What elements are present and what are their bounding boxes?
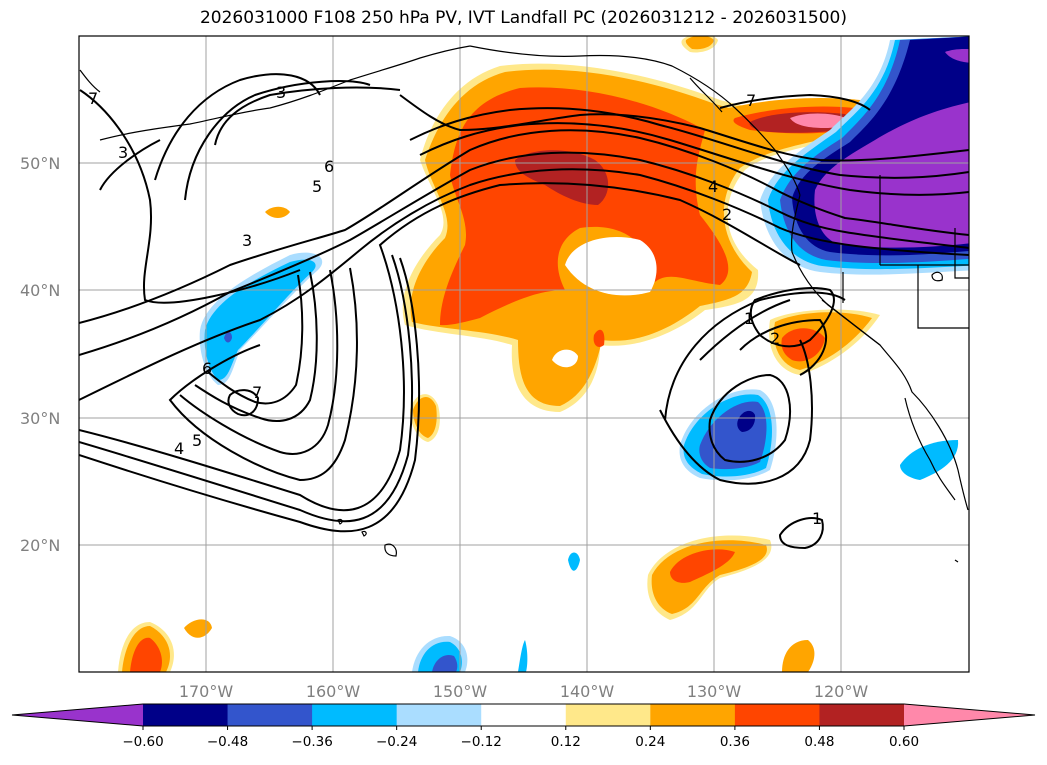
contour-label: 7 — [88, 89, 98, 108]
shade-neg-sliver — [518, 640, 528, 672]
shade-neg-baja — [900, 440, 959, 480]
contour-label: 6 — [324, 157, 334, 176]
lon-tick-label: 150°W — [433, 682, 488, 701]
shade-pos-bottom-right — [782, 640, 815, 672]
colorbar-tick-label: −0.60 — [122, 734, 163, 750]
shade-top-orange-in — [685, 36, 714, 50]
colorbar-tick-label: 0.60 — [889, 734, 919, 750]
shade-small-red-pt — [593, 329, 605, 347]
lat-axis: 50°N 40°N 30°N 20°N — [20, 154, 60, 555]
colorbar-extend-min — [12, 704, 143, 726]
shade-negative-top-purple — [945, 49, 969, 63]
contour-label: 2 — [722, 205, 732, 224]
shade-positive-coast-pink — [790, 113, 846, 128]
colorbar-tick-label: −0.36 — [291, 734, 332, 750]
lon-tick-label: 160°W — [306, 682, 361, 701]
contour-label: 6 — [202, 359, 212, 378]
colorbar-segment — [227, 704, 313, 726]
shade-pos-sw2 — [184, 619, 212, 638]
contour-label: 2 — [770, 329, 780, 348]
shade-pos-sw-red — [130, 637, 162, 672]
contour-label: 7 — [252, 383, 262, 402]
colorbar-segment — [819, 704, 905, 726]
colorbar-segment — [565, 704, 651, 726]
shade-neg-30n-navy — [737, 410, 756, 432]
colorbar-tick-label: 0.24 — [635, 734, 665, 750]
colorbar-ticks: −0.60 −0.48 −0.36 −0.24 −0.12 0.12 0.24 0.36 0.4… — [122, 726, 919, 750]
lat-tick-label: 50°N — [20, 154, 60, 173]
colorbar-tick-label: 0.48 — [804, 734, 834, 750]
colorbar-tick-label: −0.12 — [461, 734, 502, 750]
colorbar-extend-max — [904, 704, 1035, 726]
shade-hole-center — [565, 237, 657, 296]
contour-label: 7 — [746, 91, 756, 110]
contour-label: 5 — [192, 431, 202, 450]
grid-lines — [79, 36, 969, 672]
contour-label: 5 — [312, 177, 322, 196]
shade-neg-bottom-blue — [432, 654, 458, 672]
chart-title: 2026031000 F108 250 hPa PV, IVT Landfall… — [199, 8, 847, 28]
lat-tick-label: 40°N — [20, 281, 60, 300]
contour-labels: 7 3 6 5 3 6 7 4 5 4 2 7 1 2 1 3 — [88, 83, 822, 528]
shade-negative-na-purple — [814, 102, 969, 248]
pv-contours — [79, 73, 969, 550]
shade-pos-small-west — [265, 206, 290, 218]
lat-tick-label: 20°N — [20, 536, 60, 555]
shade-pos-18n-orange — [651, 540, 767, 614]
lon-tick-label: 120°W — [814, 682, 869, 701]
colorbar-segment — [734, 704, 820, 726]
contour-label: 4 — [708, 177, 718, 196]
contour-label: 4 — [174, 439, 184, 458]
contour-label: 1 — [744, 309, 754, 328]
plot-frame — [78, 35, 970, 673]
colorbar-segment — [650, 704, 736, 726]
shade-neg-west-blue — [224, 332, 232, 343]
colorbar-segment — [312, 704, 398, 726]
lon-tick-label: 140°W — [560, 682, 615, 701]
contour-label: 1 — [812, 509, 822, 528]
lon-tick-label: 130°W — [687, 682, 742, 701]
colorbar — [11, 703, 1036, 727]
contour-label: 3 — [242, 231, 252, 250]
lon-axis: 170°W 160°W 150°W 140°W 130°W 120°W — [179, 682, 869, 701]
colorbar-segment — [143, 704, 229, 726]
shade-hole-small — [552, 349, 578, 368]
colorbar-segment — [396, 704, 482, 726]
shade-positive-pacific-darkred — [515, 150, 609, 205]
shade-neg-tiny — [568, 552, 580, 571]
contour-label: 3 — [276, 83, 286, 102]
ivt-shading — [118, 36, 969, 672]
contour-label: 3 — [118, 143, 128, 162]
colorbar-tick-label: 0.12 — [551, 734, 581, 750]
colorbar-tick-label: −0.24 — [376, 734, 417, 750]
shade-pos-18n-red — [670, 549, 735, 583]
lat-tick-label: 30°N — [20, 409, 60, 428]
colorbar-segment — [481, 704, 567, 726]
colorbar-tick-label: 0.36 — [720, 734, 750, 750]
colorbar-tick-label: −0.48 — [207, 734, 248, 750]
lon-tick-label: 170°W — [179, 682, 234, 701]
